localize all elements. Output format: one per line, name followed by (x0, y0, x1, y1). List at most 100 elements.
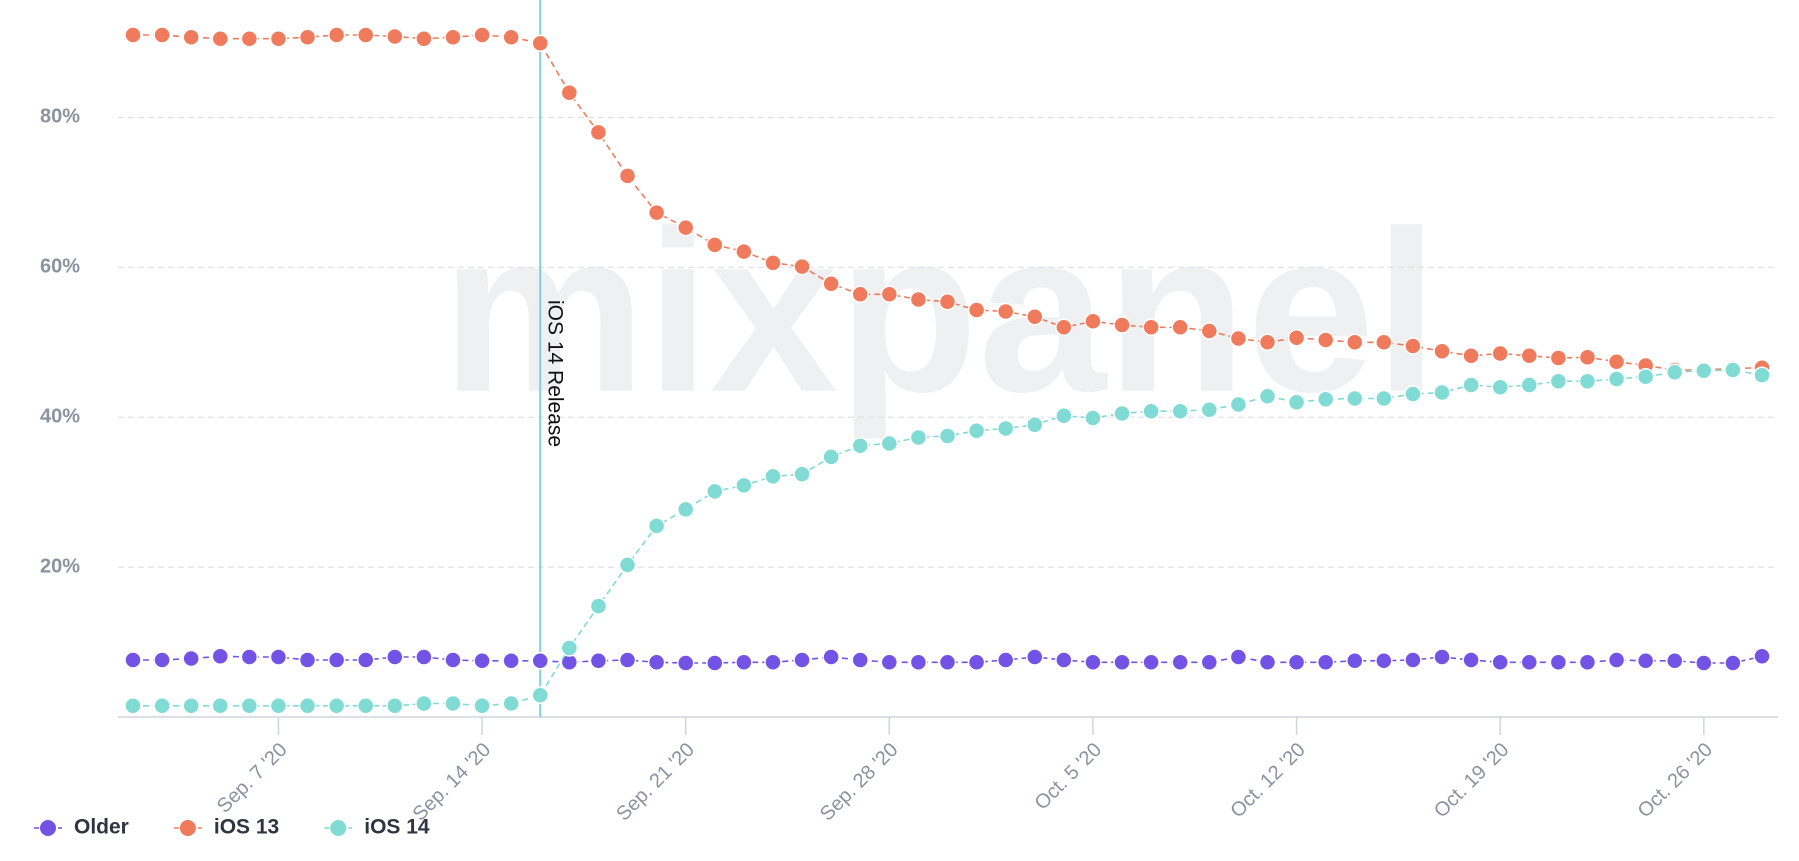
data-point (1171, 402, 1189, 420)
data-point (473, 652, 491, 670)
data-point (1724, 654, 1742, 672)
data-point (822, 448, 840, 466)
data-point (124, 26, 142, 44)
data-point (1229, 648, 1248, 666)
data-point (240, 29, 259, 48)
data-point (1549, 349, 1568, 367)
data-point (531, 34, 549, 52)
data-point (1200, 653, 1219, 672)
data-point (1229, 395, 1248, 414)
data-point (153, 651, 171, 669)
data-point (851, 651, 869, 669)
data-point (1026, 648, 1044, 666)
data-point (1026, 308, 1044, 326)
data-point (1753, 647, 1771, 666)
data-point (996, 302, 1015, 321)
data-point (1084, 409, 1102, 427)
data-point (1462, 651, 1480, 669)
data-point (1433, 383, 1451, 402)
data-point (356, 26, 375, 44)
data-point (764, 653, 782, 672)
data-point (589, 597, 608, 615)
data-point (1549, 372, 1568, 390)
data-point (502, 28, 520, 46)
data-point (1724, 361, 1742, 379)
data-point (1462, 376, 1480, 394)
data-point (1346, 652, 1364, 670)
legend-item: iOS 13 (173, 816, 279, 839)
data-point (1346, 333, 1364, 352)
data-point (1200, 322, 1219, 340)
data-point (1346, 389, 1364, 408)
data-point (851, 436, 869, 455)
data-point (676, 654, 695, 672)
data-point (1404, 651, 1422, 669)
data-point (996, 419, 1015, 438)
x-tick-label: Oct. 12 '20 (1226, 739, 1310, 823)
data-point (1375, 389, 1393, 408)
data-point (1433, 648, 1451, 666)
data-point (793, 465, 811, 483)
data-point (356, 697, 375, 715)
data-point (1258, 387, 1277, 405)
legend-swatch (40, 820, 56, 836)
data-point (1026, 415, 1044, 434)
data-point (793, 257, 811, 276)
data-point (269, 29, 288, 48)
data-point (1462, 347, 1480, 365)
data-point (298, 697, 317, 715)
legend-swatch (179, 820, 196, 836)
data-point (1607, 651, 1626, 669)
data-point (1171, 653, 1189, 672)
legend-label: iOS 14 (364, 816, 430, 839)
data-point (1578, 372, 1597, 390)
data-point (1520, 376, 1539, 394)
data-point (1491, 344, 1509, 363)
data-point (153, 697, 171, 715)
data-point (851, 285, 869, 304)
data-point (880, 285, 899, 304)
data-point (1287, 653, 1306, 672)
data-point (1607, 370, 1626, 388)
data-point (1084, 312, 1102, 331)
data-point (211, 697, 230, 715)
data-point (735, 476, 753, 495)
data-point (589, 123, 608, 142)
data-point (618, 167, 637, 185)
data-point (327, 651, 346, 669)
data-point (560, 639, 579, 657)
data-point (211, 647, 230, 666)
data-point (967, 301, 986, 319)
data-point (444, 28, 462, 46)
data-point (1055, 406, 1073, 425)
data-point (706, 236, 724, 254)
data-point (647, 203, 666, 222)
data-point (1375, 333, 1393, 352)
data-point (909, 428, 928, 447)
data-point (938, 427, 957, 445)
data-point (1316, 331, 1335, 349)
data-point (735, 653, 753, 672)
data-point (444, 694, 462, 713)
data-point (1753, 366, 1771, 384)
data-point (415, 29, 433, 48)
data-point (938, 653, 957, 672)
data-point (124, 651, 142, 669)
data-point (1636, 652, 1655, 670)
data-point (1578, 653, 1597, 672)
data-point (1549, 653, 1568, 672)
data-point (182, 649, 200, 668)
y-tick-label: 80% (40, 106, 80, 128)
data-point (1055, 651, 1073, 669)
data-point (182, 28, 200, 46)
data-point (764, 254, 782, 272)
data-point (1695, 361, 1713, 380)
data-point (1607, 352, 1626, 371)
y-tick-label: 60% (40, 256, 80, 278)
data-point (1287, 393, 1306, 411)
data-point (1404, 385, 1422, 403)
x-tick-label: Oct. 26 '20 (1634, 739, 1718, 823)
data-point (473, 697, 491, 715)
data-point (996, 651, 1015, 669)
